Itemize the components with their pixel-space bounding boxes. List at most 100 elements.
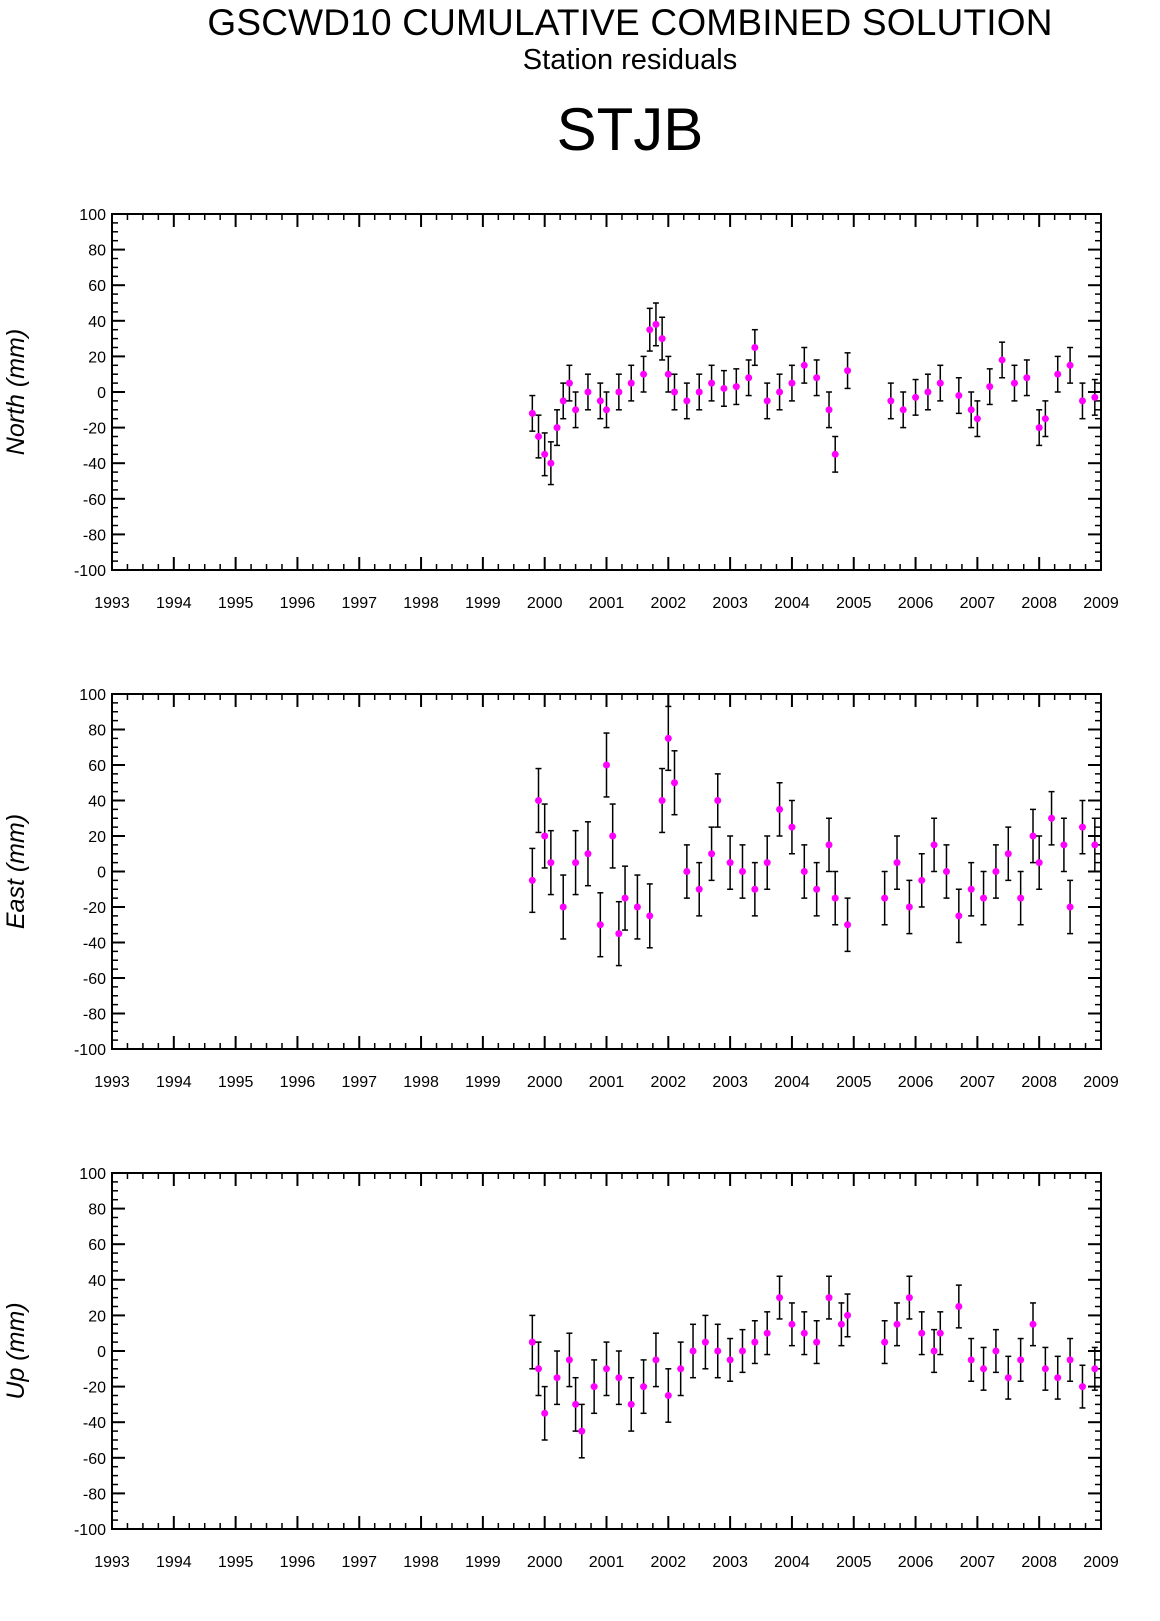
y-tick-label: 20	[88, 349, 106, 366]
x-tick-label: 1999	[465, 1554, 501, 1571]
x-tick-label: 2004	[774, 1554, 810, 1571]
y-tick-label: 60	[88, 758, 106, 775]
data-point	[683, 868, 691, 875]
x-tick-label: 2006	[898, 1554, 934, 1571]
y-tick-label: -80	[83, 527, 106, 544]
data-point	[788, 1320, 796, 1328]
data-point	[912, 393, 920, 401]
data-point	[930, 1347, 938, 1355]
x-tick-label: 1997	[341, 595, 377, 612]
data-point	[695, 388, 703, 396]
data-point	[1091, 1365, 1099, 1373]
x-tick-label: 1995	[218, 1074, 254, 1091]
data-point	[1004, 850, 1012, 858]
y-tick-label: 20	[88, 829, 106, 846]
x-tick-label: 2003	[712, 1074, 748, 1091]
y-tick-label: -20	[83, 421, 106, 438]
data-point	[615, 930, 623, 938]
x-tick-label: 2006	[898, 1074, 934, 1091]
y-tick-label: -60	[83, 492, 106, 509]
x-tick-label: 2004	[774, 595, 810, 612]
data-point	[763, 859, 771, 867]
x-tick-label: 1997	[341, 1074, 377, 1091]
data-point	[547, 859, 555, 867]
page-subtitle: Station residuals	[522, 44, 738, 76]
data-point	[1017, 1356, 1025, 1364]
data-point	[553, 424, 561, 432]
data-point	[1078, 1383, 1086, 1391]
data-point	[813, 374, 821, 382]
data-point	[578, 1427, 586, 1435]
data-point	[905, 1294, 913, 1302]
data-point	[973, 415, 981, 423]
data-point	[670, 388, 678, 396]
data-point	[627, 379, 635, 387]
x-tick-label: 2008	[1021, 1074, 1057, 1091]
data-point	[955, 1303, 963, 1310]
data-point	[751, 344, 759, 351]
data-point	[1060, 841, 1068, 849]
y-tick-label: 80	[88, 243, 106, 260]
y-tick-label: 20	[88, 1308, 106, 1325]
data-point	[992, 1347, 1000, 1355]
data-point	[837, 1320, 845, 1328]
y-tick-label: -40	[83, 936, 106, 953]
data-point	[881, 1338, 889, 1346]
y-tick-label: 80	[88, 723, 106, 740]
data-point	[553, 1374, 561, 1382]
x-tick-label: 2009	[1083, 1074, 1119, 1091]
data-point	[658, 797, 666, 804]
data-point	[776, 805, 784, 813]
x-tick-label: 2009	[1083, 1554, 1119, 1571]
data-point	[738, 868, 746, 875]
y-tick-label: -100	[74, 563, 106, 580]
y-tick-label: 80	[88, 1202, 106, 1219]
data-point	[708, 379, 716, 387]
data-point	[893, 1320, 901, 1328]
data-point	[844, 367, 852, 375]
data-point	[800, 868, 808, 875]
data-point	[535, 1365, 543, 1373]
data-point	[596, 397, 604, 405]
data-point	[967, 885, 975, 893]
data-point	[584, 850, 592, 858]
data-point	[603, 761, 610, 769]
data-point	[924, 388, 932, 396]
data-point	[967, 1356, 975, 1364]
y-tick-label: -100	[74, 1522, 106, 1539]
data-point	[800, 361, 808, 369]
x-tick-label: 1995	[218, 595, 254, 612]
data-point	[998, 356, 1006, 364]
data-point	[652, 1356, 660, 1364]
y-tick-label: -80	[83, 1007, 106, 1024]
data-point	[708, 850, 716, 858]
data-point	[1066, 1356, 1074, 1364]
data-point	[800, 1329, 808, 1337]
data-point	[1048, 814, 1056, 822]
y-axis-label: North (mm)	[2, 329, 30, 455]
data-point	[541, 1409, 549, 1417]
data-point	[1004, 1374, 1012, 1382]
x-tick-label: 2005	[836, 1074, 872, 1091]
data-point	[528, 876, 536, 884]
data-point	[689, 1347, 697, 1355]
data-point	[603, 1365, 610, 1373]
data-point	[658, 335, 666, 343]
data-point	[1041, 1365, 1049, 1373]
x-tick-label: 1994	[156, 1554, 192, 1571]
data-point	[1054, 1374, 1062, 1382]
data-point	[726, 859, 734, 867]
data-point	[881, 894, 889, 902]
y-tick-label: -60	[83, 971, 106, 988]
data-point	[541, 450, 549, 458]
y-tick-label: 0	[97, 1344, 106, 1361]
data-point	[955, 392, 963, 400]
page-title: GSCWD10 CUMULATIVE COMBINED SOLUTION	[207, 2, 1053, 43]
data-point	[980, 894, 988, 902]
data-point	[844, 921, 852, 929]
data-point	[813, 885, 821, 893]
data-point	[603, 406, 610, 414]
x-tick-label: 2005	[836, 1554, 872, 1571]
y-tick-label: 40	[88, 314, 106, 331]
